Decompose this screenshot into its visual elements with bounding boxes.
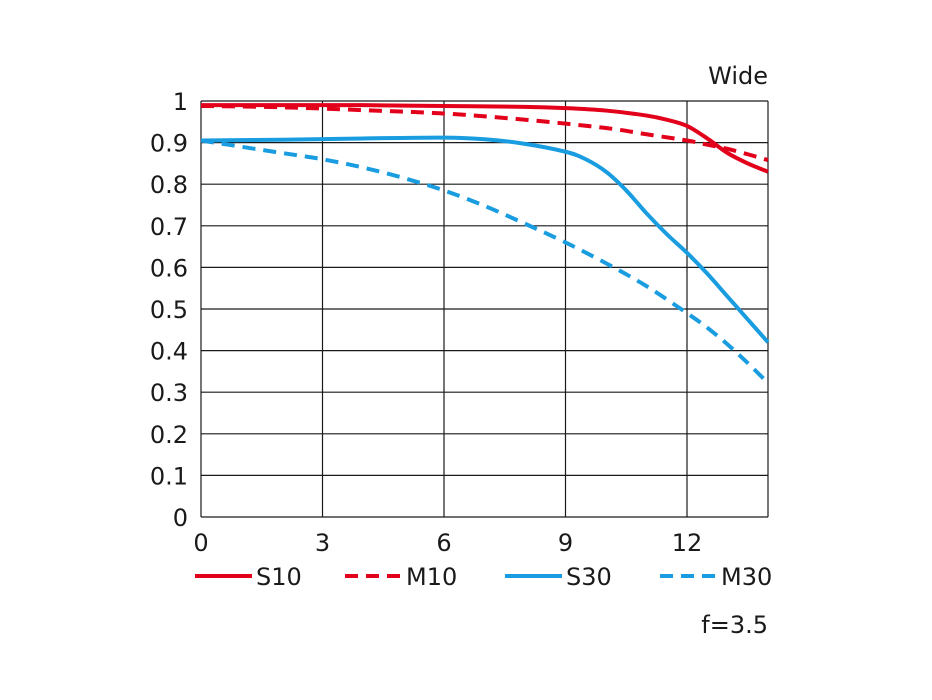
chart-grid — [200, 100, 769, 518]
chart-series — [200, 103, 770, 385]
aperture-note: f=3.5 — [701, 611, 768, 639]
y-tick-label: 0.8 — [150, 171, 188, 199]
series-line-m30 — [200, 138, 770, 385]
chart-axes: 0 0.1 0.2 0.3 0.4 0.5 0.6 0.7 0.8 0.9 1 0 3 6 9 12 — [150, 88, 702, 557]
x-tick-label: 9 — [558, 529, 573, 557]
x-tick-label: 6 — [436, 529, 451, 557]
y-tick-label: 0 — [173, 504, 188, 532]
y-tick-label: 0.2 — [150, 421, 188, 449]
x-tick-label: 0 — [193, 529, 208, 557]
y-tick-label: 0.5 — [150, 296, 188, 324]
y-tick-label: 0.7 — [150, 213, 188, 241]
series-line-m10 — [200, 103, 769, 162]
legend-label-m30: M30 — [721, 563, 772, 591]
y-tick-label: 0.3 — [150, 379, 188, 407]
series-line-s10 — [200, 103, 769, 174]
y-tick-label: 0.1 — [150, 462, 188, 490]
legend-label-m10: M10 — [406, 563, 457, 591]
x-tick-label: 12 — [672, 529, 703, 557]
legend-label-s30: S30 — [566, 563, 612, 591]
y-tick-label: 0.6 — [150, 254, 188, 282]
legend-label-s10: S10 — [256, 563, 302, 591]
chart-legend: S10 M10 S30 M30 — [195, 563, 772, 591]
y-tick-label: 0.4 — [150, 338, 188, 366]
y-tick-label: 1 — [173, 88, 188, 116]
chart-title: Wide — [708, 62, 768, 90]
series-line-s30 — [200, 135, 770, 344]
y-tick-label: 0.9 — [150, 130, 188, 158]
x-tick-label: 3 — [315, 529, 330, 557]
